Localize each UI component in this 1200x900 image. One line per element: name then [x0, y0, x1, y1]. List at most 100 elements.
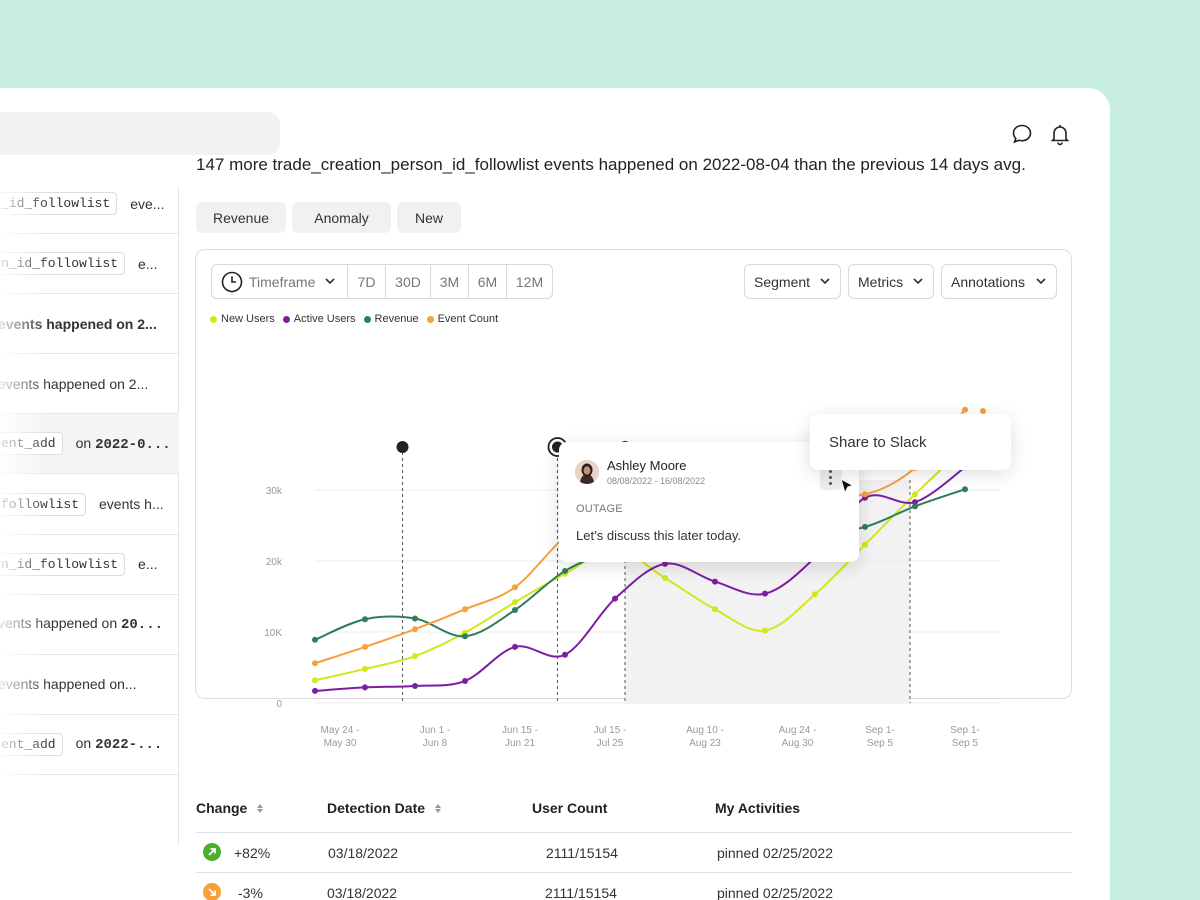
data-point — [362, 665, 368, 672]
y-tick-label: 10K — [264, 628, 282, 639]
share-to-slack-menu-item[interactable]: Share to Slack — [810, 414, 1011, 470]
col-change-label: Change — [196, 800, 248, 816]
bell-icon[interactable] — [1048, 122, 1072, 146]
range-12m[interactable]: 12M — [515, 273, 544, 290]
legend-item[interactable]: Active Users — [282, 313, 356, 325]
x-tick-label: Jun 8 — [423, 738, 448, 749]
annotation-tooltip: Ashley Moore 08/08/2022 - 16/08/2022 OUT… — [559, 442, 859, 562]
anomaly-headline: 147 more trade_creation_person_id_follow… — [196, 155, 1026, 174]
chart-legend: New Users Active Users Revenue Event Count — [210, 313, 498, 325]
data-point — [312, 660, 318, 667]
legend-item[interactable]: Revenue — [363, 313, 419, 325]
col-date-label: Detection Date — [327, 800, 426, 816]
legend-item[interactable]: New Users — [210, 313, 275, 325]
avatar — [575, 460, 599, 484]
sort-icon[interactable] — [435, 803, 442, 813]
x-tick-label: Jun 1 - — [420, 725, 451, 736]
col-header-change[interactable]: Change — [196, 800, 264, 816]
legend-swatch — [210, 315, 217, 323]
data-point — [980, 408, 986, 414]
chat-icon[interactable] — [1010, 122, 1034, 146]
col-header-detection-date[interactable]: Detection Date — [327, 800, 442, 816]
event-description: eve... — [130, 195, 165, 212]
range-7d[interactable]: 7D — [348, 265, 386, 298]
data-point — [412, 653, 418, 660]
data-point — [862, 491, 868, 498]
data-point — [962, 406, 968, 413]
series-line — [314, 466, 966, 692]
tooltip-message: Let’s discuss this later today. — [576, 528, 741, 543]
data-point — [412, 626, 418, 633]
chevron-down-icon — [325, 278, 335, 285]
range-6m[interactable]: 6M — [469, 265, 507, 298]
x-tick-label: Jun 21 — [505, 738, 535, 749]
tag-new[interactable]: New — [397, 202, 461, 233]
table-divider — [196, 832, 1072, 833]
data-point — [762, 627, 768, 634]
chevron-down-icon — [913, 278, 923, 285]
table-row[interactable]: +82% 03/18/2022 2111/15154 pinned 02/25/… — [196, 833, 1072, 873]
metrics-label: Metrics — [858, 273, 904, 290]
tag-revenue[interactable]: Revenue — [196, 202, 286, 233]
legend-label: Revenue — [374, 313, 419, 325]
clock-icon — [221, 271, 243, 292]
data-point — [662, 575, 668, 582]
data-point — [412, 682, 418, 689]
x-tick-label: May 30 — [324, 738, 357, 749]
data-point — [762, 590, 768, 597]
data-point — [462, 606, 468, 613]
timeframe-label: Timeframe — [249, 273, 316, 290]
x-tick-label: Sep 5 — [867, 738, 894, 749]
timeframe-selector: Timeframe 7D 30D 3M 6M 12M — [211, 264, 553, 299]
data-point — [962, 486, 968, 493]
data-point — [812, 591, 818, 598]
data-point — [712, 578, 718, 585]
change-value: +82% — [234, 845, 271, 861]
chevron-down-icon — [820, 278, 830, 285]
timeframe-dropdown[interactable]: Timeframe — [212, 265, 348, 298]
y-tick-label: 20k — [266, 557, 283, 568]
y-tick-label: 0 — [276, 699, 282, 710]
event-description: events h... — [99, 496, 164, 512]
data-point — [462, 677, 468, 684]
arrow-up-right-icon — [203, 843, 221, 861]
legend-swatch — [426, 315, 434, 323]
x-tick-label: Jul 15 - — [594, 725, 627, 736]
data-point — [912, 491, 918, 498]
data-point — [312, 687, 318, 694]
y-tick-label: 30k — [266, 486, 283, 497]
annotations-dropdown[interactable]: Annotations — [941, 264, 1057, 299]
event-description: e... — [138, 556, 158, 573]
data-point — [512, 643, 518, 650]
segment-dropdown[interactable]: Segment — [744, 264, 841, 299]
activity: pinned 02/25/2022 — [717, 885, 833, 900]
range-3m[interactable]: 3M — [431, 265, 469, 298]
more-options-icon[interactable] — [820, 464, 842, 490]
x-tick-label: Sep 5 — [952, 738, 979, 749]
data-point — [512, 599, 518, 606]
data-point — [362, 643, 368, 650]
tag-anomaly[interactable]: Anomaly — [292, 202, 391, 233]
x-tick-label: May 24 - — [321, 725, 360, 736]
range-30d[interactable]: 30D — [386, 265, 431, 298]
metrics-dropdown[interactable]: Metrics — [848, 264, 934, 299]
data-point — [362, 684, 368, 691]
legend-item[interactable]: Event Count — [426, 313, 499, 325]
legend-label: Event Count — [437, 313, 499, 325]
data-point — [662, 560, 668, 567]
data-point — [862, 523, 868, 530]
data-point — [462, 633, 468, 640]
tooltip-author: Ashley Moore — [607, 458, 687, 473]
col-header-user-count: User Count — [532, 800, 608, 816]
table-row[interactable]: -3% 03/18/2022 2111/15154 pinned 02/25/2… — [196, 873, 1072, 900]
data-point — [862, 541, 868, 548]
x-tick-label: Sep 1- — [950, 725, 979, 736]
legend-label: New Users — [221, 313, 275, 325]
x-tick-label: Aug 10 - — [686, 725, 724, 736]
data-point — [362, 616, 368, 623]
data-point — [312, 636, 318, 643]
activity: pinned 02/25/2022 — [717, 845, 833, 861]
sort-icon[interactable] — [257, 803, 264, 813]
search-bar[interactable] — [0, 112, 280, 155]
data-point — [412, 615, 418, 622]
